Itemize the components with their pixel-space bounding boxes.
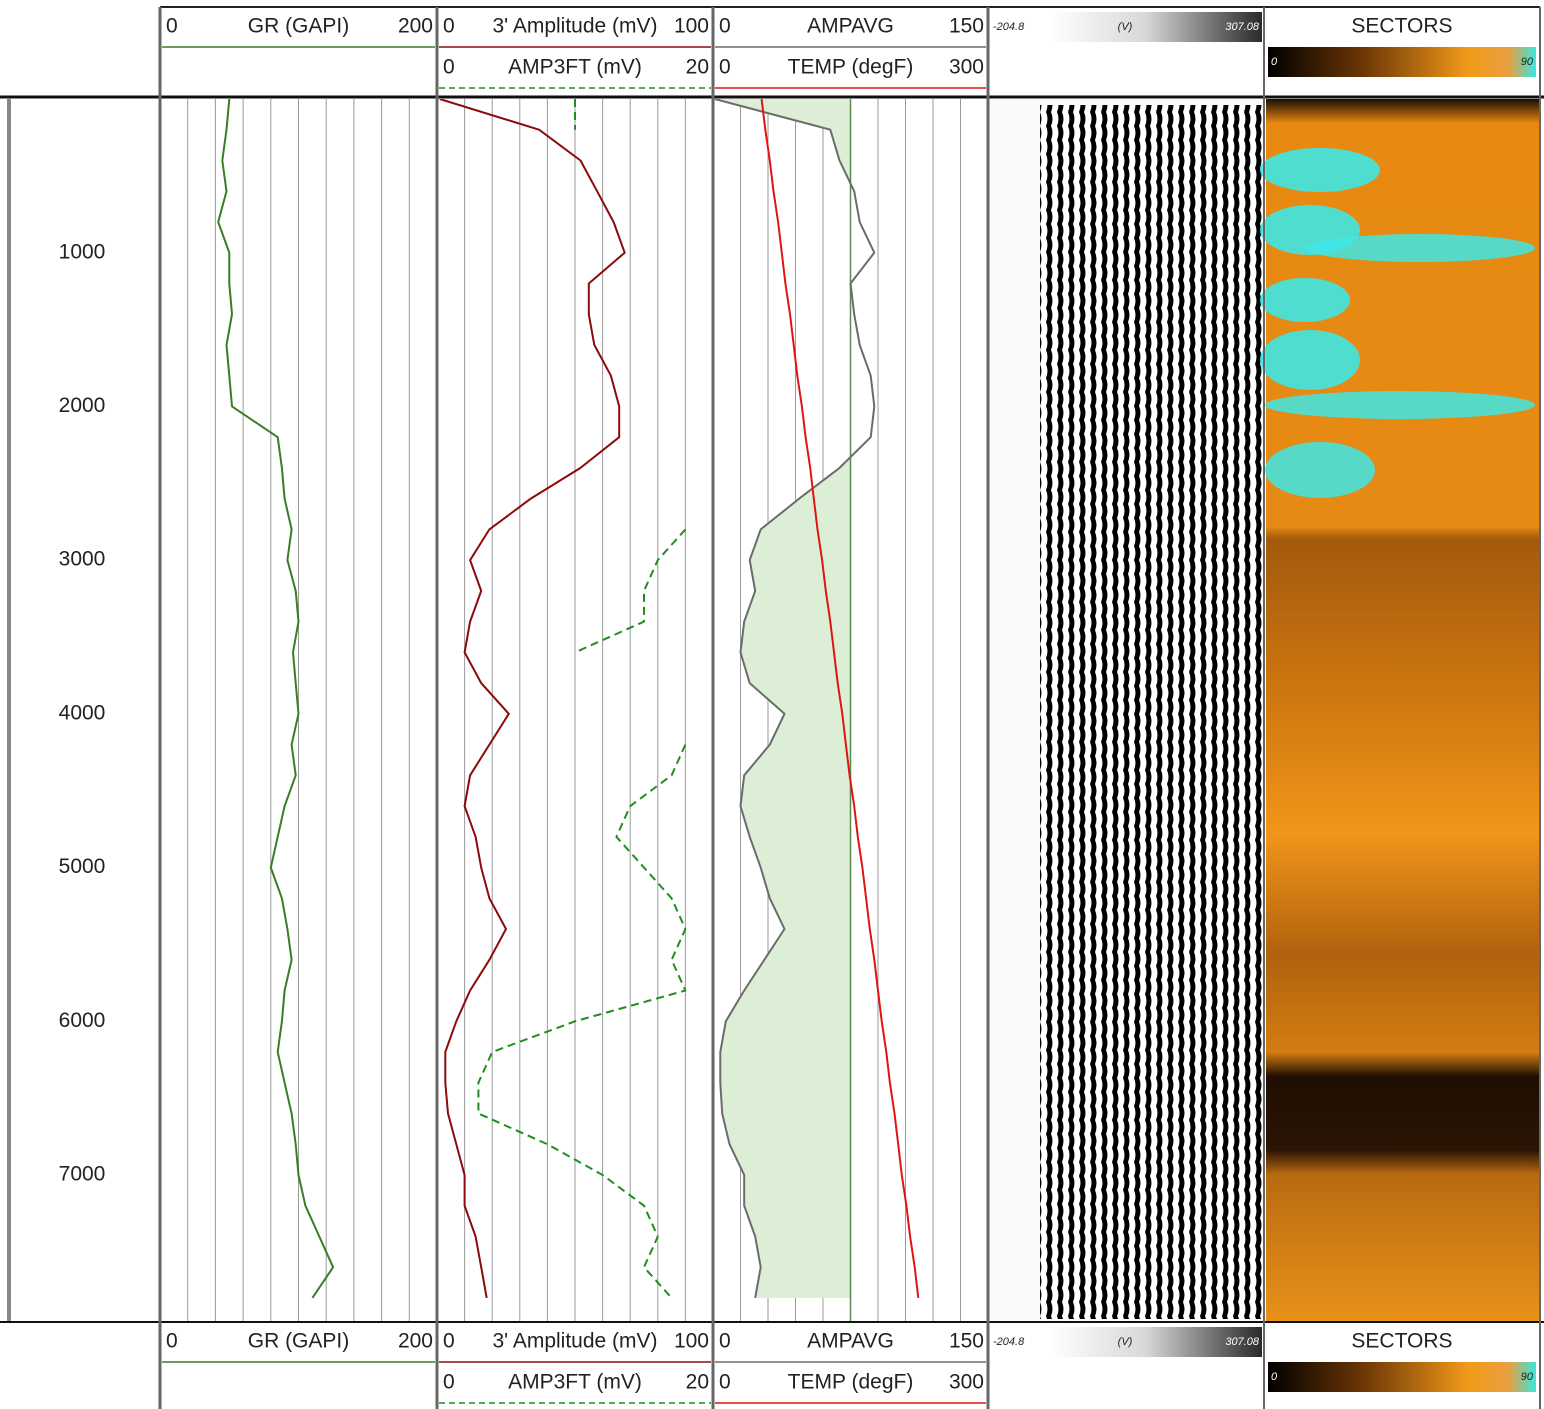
- curve: [217, 99, 335, 1299]
- depth-label: 2000: [59, 394, 106, 417]
- curve-name: 3' Amplitude (mV): [492, 15, 657, 38]
- depth-label: 7000: [59, 1163, 106, 1186]
- curve: [714, 99, 876, 1299]
- curve-name: 3' Amplitude (mV): [492, 1330, 657, 1353]
- depth-label: 6000: [59, 1009, 106, 1032]
- vdl-max: 307.08: [1225, 1336, 1260, 1348]
- curve-min: 0: [166, 15, 178, 38]
- curve-min: 0: [719, 1330, 731, 1353]
- curve-min: 0: [443, 1330, 455, 1353]
- depth-label: 5000: [59, 855, 106, 878]
- sectors-title: SECTORS: [1351, 15, 1452, 38]
- depth-label: 3000: [59, 548, 106, 571]
- curve-max: 300: [949, 1371, 984, 1394]
- curve-min: 0: [166, 1330, 178, 1353]
- curve: [477, 99, 687, 1299]
- curve-name: TEMP (degF): [788, 1371, 914, 1394]
- frame: [0, 6, 1544, 1409]
- vdl-max: 307.08: [1225, 21, 1260, 33]
- sectors-header: SECTORS 0 90 SECTORS 0 90: [1268, 15, 1536, 1392]
- curve-max: 200: [398, 1330, 433, 1353]
- log-body: [187, 99, 961, 1321]
- sectors-min: 0: [1271, 56, 1278, 68]
- vdl-min: -204.8: [993, 21, 1025, 33]
- vdl-unit: (V): [1118, 1336, 1133, 1348]
- curve-name: AMPAVG: [807, 1330, 894, 1353]
- curve-name: AMPAVG: [807, 15, 894, 38]
- sectors-max: 90: [1521, 1371, 1534, 1383]
- curve-name: GR (GAPI): [248, 1330, 350, 1353]
- sectors-title: SECTORS: [1351, 1330, 1452, 1353]
- curve-max: 150: [949, 1330, 984, 1353]
- sectors-max: 90: [1521, 56, 1534, 68]
- curve: [760, 99, 920, 1299]
- curve-min: 0: [719, 56, 731, 79]
- curve-name: AMP3FT (mV): [508, 56, 642, 79]
- curve-name: GR (GAPI): [248, 15, 350, 38]
- curve-name: TEMP (degF): [788, 56, 914, 79]
- curve-max: 100: [674, 15, 709, 38]
- vdl-header: -204.8 (V) 307.08 -204.8 (V) 307.08: [993, 12, 1262, 1357]
- curve-max: 100: [674, 1330, 709, 1353]
- shade-area: [714, 99, 851, 1298]
- curve-max: 300: [949, 56, 984, 79]
- curve-max: 20: [686, 56, 709, 79]
- vdl-unit: (V): [1118, 21, 1133, 33]
- curve-min: 0: [443, 1371, 455, 1394]
- depth-label: 4000: [59, 701, 106, 724]
- curve: [439, 99, 626, 1299]
- sectors-min: 0: [1271, 1371, 1278, 1383]
- curve-min: 0: [719, 15, 731, 38]
- vdl-min: -204.8: [993, 1336, 1025, 1348]
- curve-min: 0: [719, 1371, 731, 1394]
- curve-max: 200: [398, 15, 433, 38]
- curve-max: 20: [686, 1371, 709, 1394]
- curve-max: 150: [949, 15, 984, 38]
- curve-name: AMP3FT (mV): [508, 1371, 642, 1394]
- depth-label: 1000: [59, 240, 106, 263]
- vdl-image: [990, 99, 1264, 1321]
- sectors-image: [1260, 99, 1540, 1321]
- curve-min: 0: [443, 15, 455, 38]
- curve-min: 0: [443, 56, 455, 79]
